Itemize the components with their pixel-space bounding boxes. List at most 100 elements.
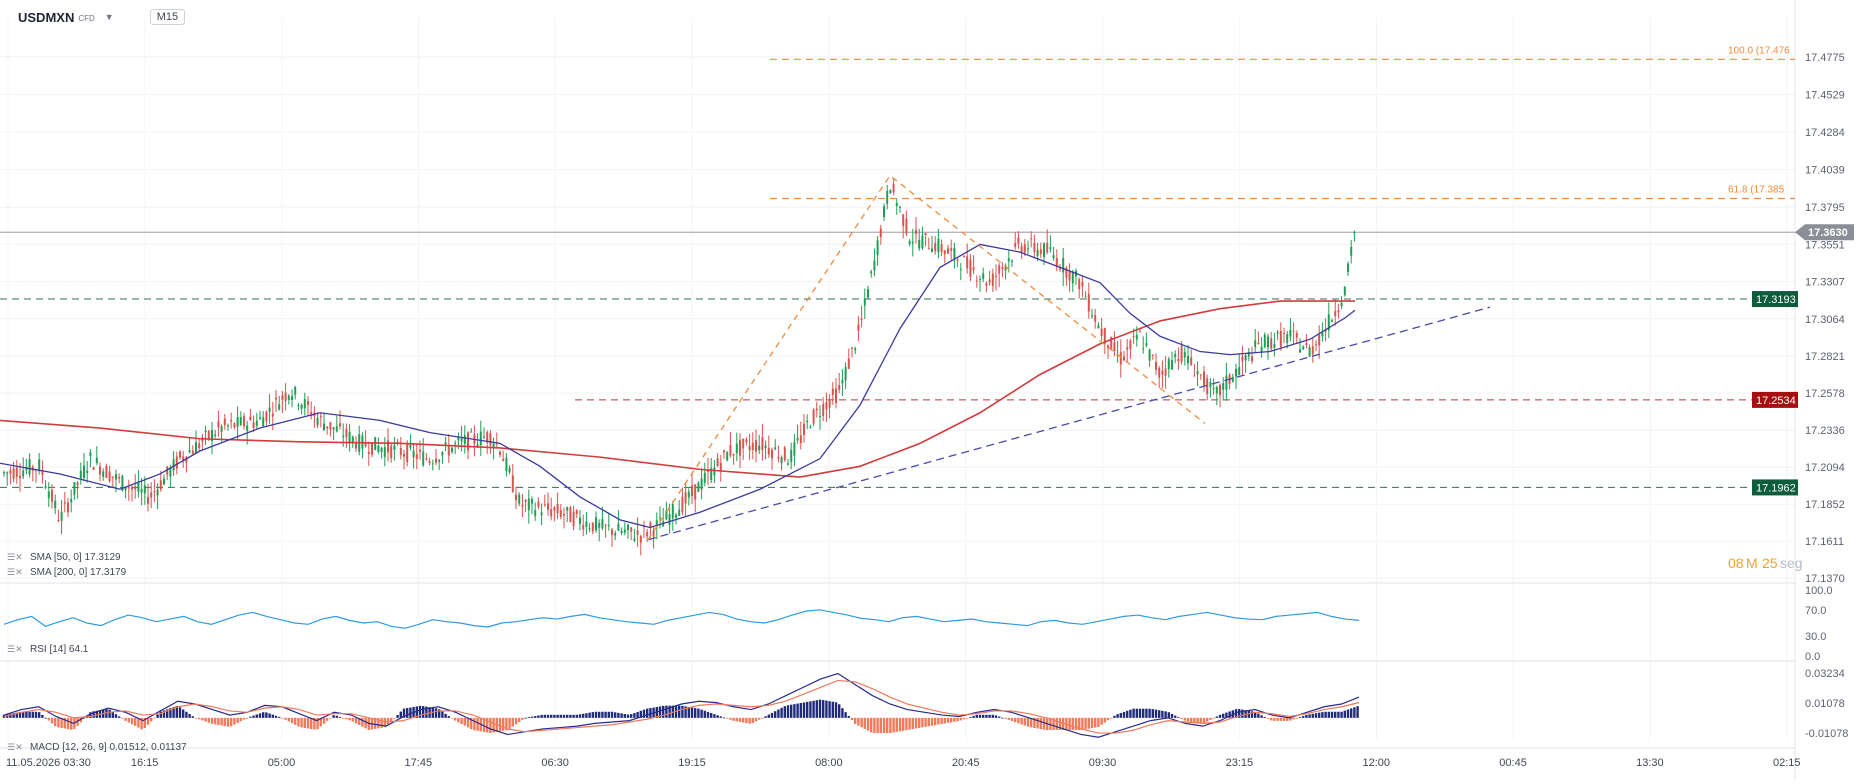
macd-histogram-bar [1311, 713, 1314, 718]
candle-body [479, 431, 482, 446]
macd-histogram-bar [1138, 708, 1142, 718]
macd-histogram-bar [780, 707, 783, 718]
macd-histogram-bar [646, 708, 649, 718]
macd-histogram-bar [553, 714, 556, 718]
countdown-seconds: 25 [1762, 555, 1778, 571]
candle-body [1308, 347, 1311, 357]
candle-body [1094, 315, 1097, 322]
candle-body [566, 507, 569, 511]
macd-tick-label: -0.01078 [1805, 728, 1848, 740]
candle-body [1305, 343, 1308, 345]
candle-body [777, 456, 780, 459]
macd-histogram-bar [866, 717, 870, 731]
macd-histogram-bar [1151, 709, 1154, 718]
candle-body [1103, 328, 1106, 344]
candle-body [297, 404, 300, 407]
macd-histogram-bar [1158, 710, 1161, 718]
candle-body [351, 436, 354, 443]
macd-histogram-bar [79, 717, 82, 723]
macd-histogram-bar [41, 714, 44, 718]
macd-histogram-bar [1180, 717, 1183, 719]
price-tick-label: 17.4284 [1805, 127, 1845, 139]
macd-histogram-bar [828, 701, 831, 718]
settings-icon[interactable]: ☰✕ [7, 567, 23, 577]
macd-histogram-bar [124, 717, 127, 721]
macd-legend[interactable]: MACD [12, 26, 9] 0.01512, 0.01137 [30, 742, 187, 753]
chevron-down-icon[interactable]: ▼ [104, 12, 114, 22]
settings-icon[interactable]: ☰✕ [7, 552, 23, 562]
candle-body [483, 436, 485, 438]
candle-body [915, 229, 917, 235]
macd-histogram-bar [1142, 708, 1145, 718]
price-tick-label: 17.3307 [1805, 277, 1845, 289]
macd-histogram-bar [886, 717, 889, 734]
candle-body [956, 259, 959, 262]
macd-histogram-bar [364, 717, 367, 729]
candle-body [511, 475, 514, 492]
candle-body [470, 431, 473, 433]
candle-body [1091, 315, 1093, 317]
candle-body [486, 432, 489, 443]
macd-histogram-bar [278, 716, 281, 718]
macd-histogram-bar [719, 716, 722, 718]
candle-body [643, 526, 645, 528]
settings-icon[interactable]: ☰✕ [7, 644, 23, 654]
macd-histogram-bar [140, 717, 143, 730]
macd-histogram-bar [1055, 717, 1058, 731]
level-tag-label: 17.3193 [1756, 294, 1796, 306]
candle-body [438, 460, 441, 462]
candle-body [627, 524, 629, 531]
macd-histogram-bar [130, 717, 134, 725]
macd-histogram-bar [1250, 711, 1254, 718]
macd-histogram-bar [761, 717, 764, 719]
macd-histogram-bar [1353, 707, 1356, 718]
candle-body [108, 471, 111, 482]
candle-body [150, 492, 153, 498]
candle-body [342, 435, 345, 438]
macd-histogram-bar [988, 714, 991, 718]
rsi-legend[interactable]: RSI [14] 64.1 [30, 644, 89, 655]
macd-histogram-bar [1081, 717, 1084, 730]
macd-tick-label: 0.03234 [1805, 668, 1845, 680]
sma200-legend[interactable]: SMA [200, 0] 17.3179 [30, 567, 127, 578]
candle-body [124, 488, 127, 491]
macd-histogram-bar [332, 715, 335, 718]
overlays [0, 174, 1491, 541]
candle-body [1244, 355, 1247, 361]
price-tick-label: 17.2821 [1805, 351, 1845, 363]
candle-body [1033, 243, 1036, 252]
candle-body [38, 459, 41, 472]
macd-histogram-bar [1167, 712, 1170, 718]
time-tick-label: 13:30 [1636, 757, 1664, 769]
candle-body [1030, 238, 1033, 240]
macd-histogram-bar [937, 717, 940, 725]
candle-body [870, 271, 873, 274]
price-tick-label: 17.2336 [1805, 425, 1845, 437]
sma50-legend[interactable]: SMA [50, 0] 17.3129 [30, 552, 121, 563]
candle-body [633, 538, 636, 541]
symbol-name[interactable]: USDMXN [18, 9, 75, 25]
macd-histogram-bar [9, 713, 12, 718]
macd-histogram-bar [220, 717, 223, 726]
candle-body [742, 438, 745, 449]
macd-histogram-bar [985, 714, 988, 718]
candle-body [873, 260, 876, 271]
price-tick-label: 17.4039 [1805, 165, 1845, 177]
candle-body [211, 430, 213, 441]
timeframe-selector[interactable]: M15 [149, 9, 186, 25]
candle-body [246, 425, 249, 432]
candle-body [723, 450, 725, 453]
candle-body [169, 467, 172, 477]
settings-icon[interactable]: ☰✕ [7, 742, 23, 752]
macd-histogram-bar [306, 717, 310, 729]
macd-histogram-bar [978, 714, 982, 718]
candle-body [499, 451, 501, 455]
macd-histogram-bar [770, 712, 774, 718]
macd-histogram-bar [834, 702, 838, 718]
macd-histogram-bar [409, 707, 412, 718]
candle-body [1001, 267, 1004, 269]
macd-histogram-bar [1119, 713, 1122, 718]
candle-body [291, 396, 293, 400]
macd-histogram-bar [1106, 717, 1110, 721]
